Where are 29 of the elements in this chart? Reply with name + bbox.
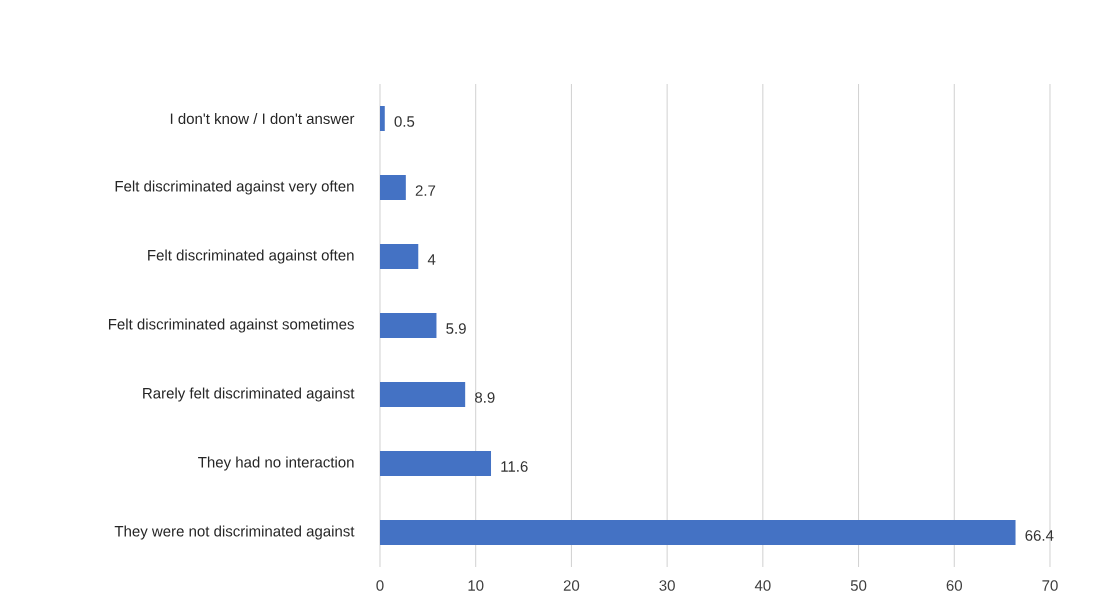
data-label: 66.4 (1025, 530, 1054, 541)
y-tick-label: Rarely felt discriminated against (143, 387, 355, 402)
bar (379, 451, 492, 477)
x-tick-label: 60 (946, 580, 963, 591)
data-label: 5.9 (446, 323, 466, 334)
data-label: 0.5 (394, 116, 415, 127)
x-tick-label: 20 (563, 580, 580, 591)
x-tick-label: 0 (376, 580, 384, 591)
data-label: 4 (427, 254, 436, 265)
bar (379, 244, 419, 270)
bar (379, 382, 466, 408)
bar (379, 520, 1016, 546)
bar (379, 313, 437, 339)
x-tick-label: 30 (659, 580, 675, 591)
x-tick-label: 70 (1042, 580, 1058, 591)
y-tick-label: They had no interaction (198, 456, 354, 471)
y-tick-label: They were not discriminated against (114, 525, 355, 540)
data-label: 2.7 (415, 185, 436, 196)
y-tick-label: Felt discriminated against very often (115, 180, 354, 195)
bar (379, 106, 385, 132)
y-tick-label: Felt discriminated against often (148, 249, 354, 264)
y-tick-label: I don't know / I don't answer (170, 113, 355, 125)
y-tick-label: Felt discriminated against sometimes (108, 318, 354, 333)
bar (379, 175, 406, 201)
x-tick-label: 10 (468, 580, 484, 591)
x-tick-label: 40 (754, 580, 771, 591)
data-label: 11.6 (501, 461, 528, 472)
data-label: 8.9 (475, 392, 495, 403)
x-tick-label: 50 (850, 580, 867, 591)
